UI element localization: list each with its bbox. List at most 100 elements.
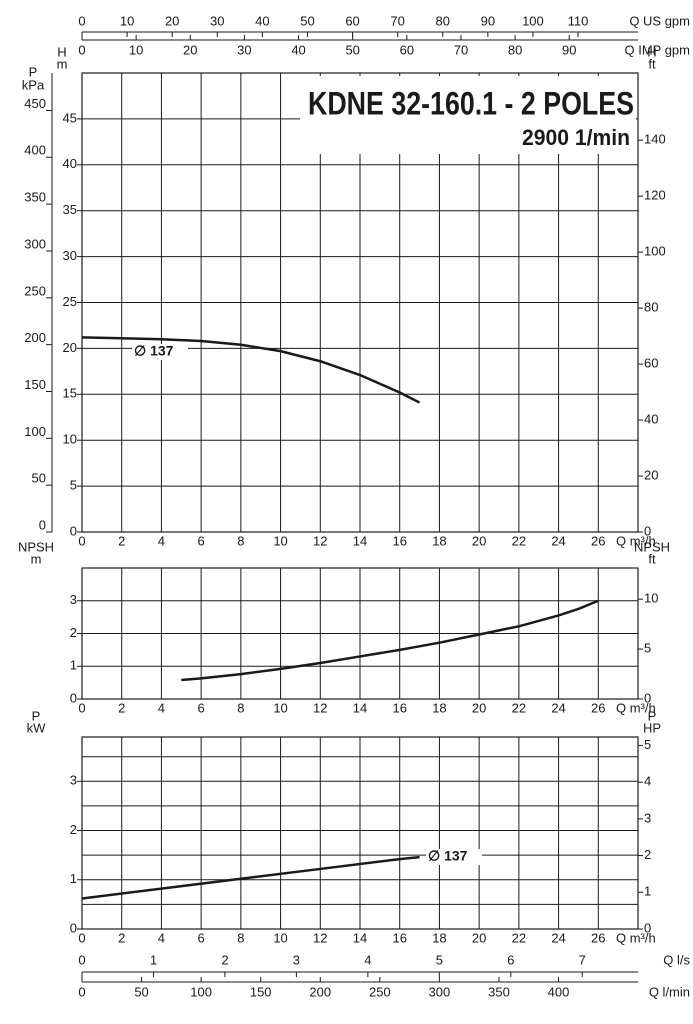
- y2-tick-label: 60: [644, 356, 658, 371]
- x-tick-label: 16: [392, 700, 406, 715]
- y2-tick-label: 80: [644, 300, 658, 315]
- secondary-x-tick-label: 0: [78, 984, 85, 999]
- secondary-x-tick-label: 250: [369, 984, 391, 999]
- secondary-x-tick-label: 30: [210, 13, 224, 28]
- chart-subtitle: 2900 1/min: [522, 125, 630, 150]
- x-tick-label: 20: [472, 930, 486, 945]
- y-tick-label: 2: [70, 822, 77, 837]
- y2-tick-label: 100: [644, 244, 666, 259]
- y3-axis-label: kPa: [22, 77, 45, 92]
- y-tick-label: 0: [70, 920, 77, 935]
- y3-tick-label: 450: [24, 96, 46, 111]
- y2-tick-label: 5: [644, 641, 651, 656]
- y-tick-label: 25: [63, 294, 77, 309]
- y-tick-label: 30: [63, 248, 77, 263]
- y-tick-label: 0: [70, 690, 77, 705]
- secondary-x-tick-label: 400: [548, 984, 570, 999]
- secondary-x-tick-label: 10: [120, 13, 134, 28]
- y-axis-label: m: [57, 56, 68, 71]
- y2-tick-label: 120: [644, 188, 666, 203]
- x-tick-label: 24: [551, 700, 565, 715]
- x-axis-label: Q m³/h: [616, 533, 656, 548]
- secondary-x-axis-label: Q l/s: [663, 952, 690, 967]
- y-axis-label: P: [32, 708, 41, 723]
- x-tick-label: 18: [432, 700, 446, 715]
- secondary-x-tick-label: 1: [150, 952, 157, 967]
- y-tick-label: 3: [70, 592, 77, 607]
- y2-tick-label: 1: [644, 884, 651, 899]
- secondary-x-tick-label: 10: [129, 42, 143, 57]
- y2-tick-label: 5: [644, 737, 651, 752]
- y3-tick-label: 200: [24, 330, 46, 345]
- secondary-x-tick-label: 4: [364, 952, 371, 967]
- y3-tick-label: 150: [24, 377, 46, 392]
- secondary-x-tick-label: 90: [562, 42, 576, 57]
- y3-tick-label: 100: [24, 424, 46, 439]
- curve-label: ∅ 137: [428, 848, 468, 864]
- y-tick-label: 20: [63, 340, 77, 355]
- x-tick-label: 0: [78, 930, 85, 945]
- y-tick-label: 15: [63, 386, 77, 401]
- y3-tick-label: 0: [39, 517, 46, 532]
- y3-tick-label: 250: [24, 283, 46, 298]
- x-tick-label: 10: [273, 700, 287, 715]
- secondary-x-tick-label: 2: [221, 952, 228, 967]
- secondary-x-tick-label: 80: [436, 13, 450, 28]
- x-tick-label: 12: [313, 930, 327, 945]
- x-tick-label: 8: [237, 533, 244, 548]
- x-tick-label: 16: [392, 930, 406, 945]
- secondary-x-tick-label: 0: [78, 42, 85, 57]
- x-tick-label: 4: [158, 700, 165, 715]
- secondary-x-tick-label: 80: [508, 42, 522, 57]
- y-tick-label: 45: [63, 110, 77, 125]
- x-tick-label: 16: [392, 533, 406, 548]
- secondary-x-tick-label: 20: [183, 42, 197, 57]
- secondary-x-tick-label: 100: [522, 13, 544, 28]
- secondary-x-tick-label: 70: [390, 13, 404, 28]
- x-tick-label: 24: [551, 533, 565, 548]
- secondary-x-axis-label: Q l/min: [649, 984, 690, 999]
- x-tick-label: 26: [591, 930, 605, 945]
- y-tick-label: 0: [70, 523, 77, 538]
- x-axis-label: Q m³/h: [616, 700, 656, 715]
- x-tick-label: 22: [512, 930, 526, 945]
- x-tick-label: 18: [432, 930, 446, 945]
- y2-tick-label: 0: [644, 523, 651, 538]
- y-axis-label: m: [31, 551, 42, 566]
- x-tick-label: 14: [353, 930, 367, 945]
- secondary-x-axis-label: Q IMP gpm: [624, 42, 690, 57]
- secondary-x-tick-label: 40: [255, 13, 269, 28]
- secondary-x-tick-label: 60: [400, 42, 414, 57]
- y2-tick-label: 40: [644, 411, 658, 426]
- plot-frame: [81, 736, 639, 930]
- secondary-x-tick-label: 150: [250, 984, 272, 999]
- x-tick-label: 6: [198, 930, 205, 945]
- y2-axis-label: NPSH: [634, 539, 670, 554]
- secondary-x-tick-label: 7: [579, 952, 586, 967]
- y-tick-label: 40: [63, 156, 77, 171]
- x-tick-label: 8: [237, 930, 244, 945]
- curve: [81, 336, 421, 404]
- x-tick-label: 0: [78, 700, 85, 715]
- curve: [181, 599, 599, 682]
- y-axis-label: NPSH: [18, 539, 54, 554]
- chart-title: KDNE 32-160.1 - 2 POLES: [308, 85, 634, 121]
- y3-tick-label: 400: [24, 143, 46, 158]
- secondary-x-tick-label: 300: [429, 984, 451, 999]
- secondary-x-tick-label: 50: [345, 42, 359, 57]
- y2-tick-label: 10: [644, 591, 658, 606]
- x-tick-label: 6: [198, 533, 205, 548]
- secondary-x-tick-label: 110: [568, 13, 589, 28]
- y-tick-label: 10: [63, 432, 77, 447]
- label-backdrop: [426, 849, 482, 865]
- y-tick-label: 3: [70, 773, 77, 788]
- x-tick-label: 10: [273, 533, 287, 548]
- curve-label: ∅ 137: [134, 343, 174, 359]
- secondary-x-tick-label: 5: [436, 952, 443, 967]
- x-tick-label: 14: [353, 700, 367, 715]
- x-tick-label: 2: [118, 700, 125, 715]
- secondary-x-tick-label: 50: [300, 13, 314, 28]
- x-tick-label: 6: [198, 700, 205, 715]
- y2-tick-label: 4: [644, 774, 651, 789]
